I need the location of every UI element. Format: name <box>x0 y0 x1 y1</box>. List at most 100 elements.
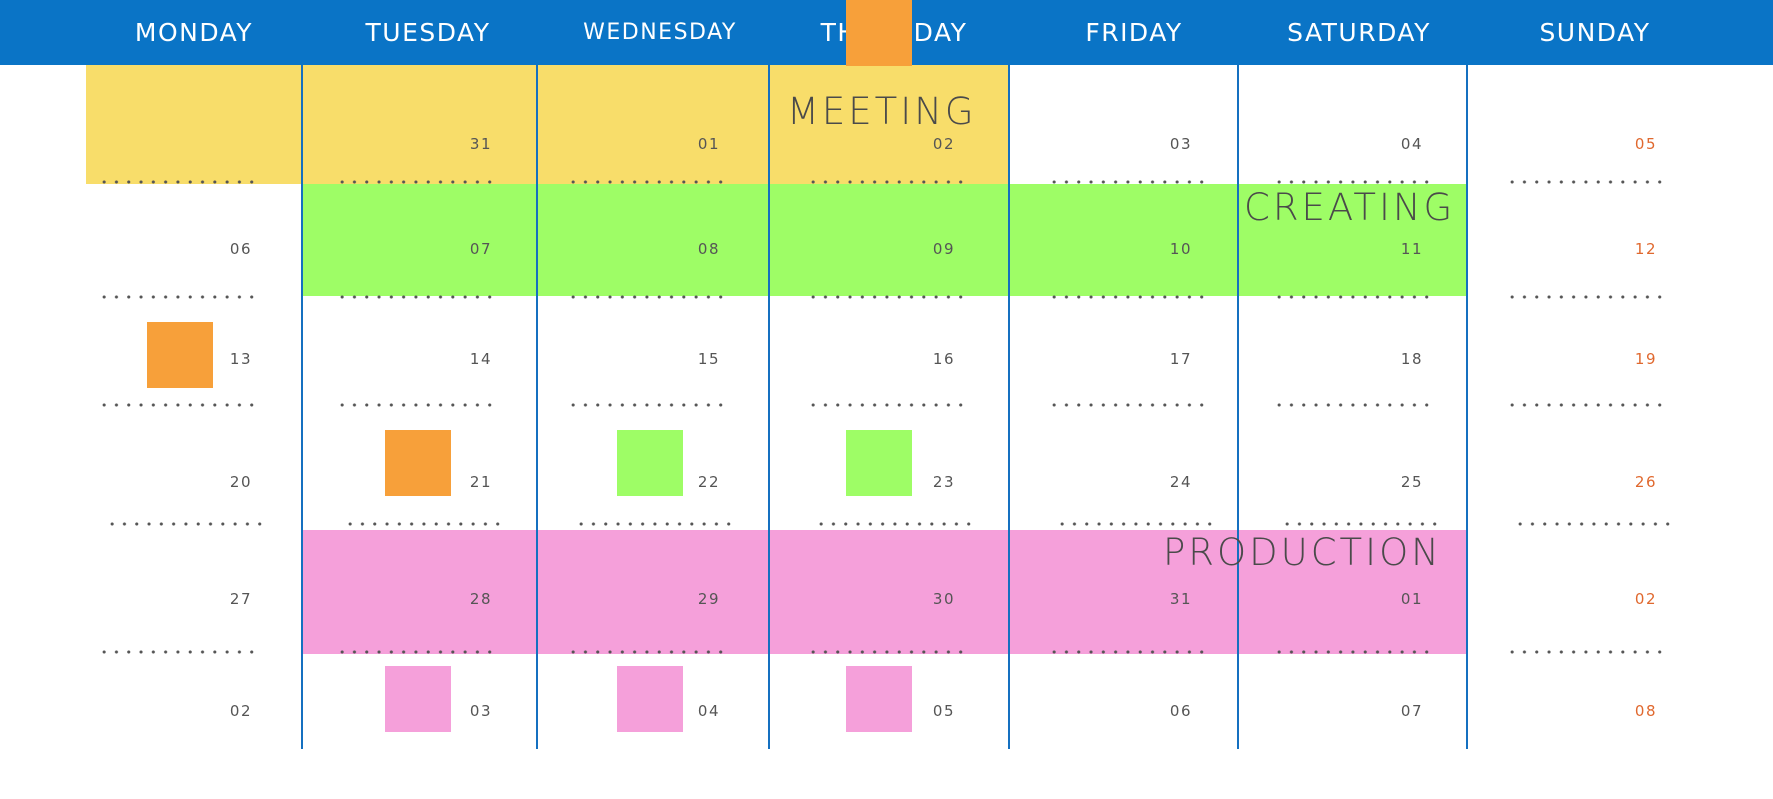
date-cell[interactable]: 28 <box>469 590 492 608</box>
date-cell[interactable]: 23 <box>932 473 955 491</box>
date-cell[interactable]: 07 <box>1400 702 1423 720</box>
dotted-separator <box>1048 648 1208 656</box>
dotted-separator <box>336 178 496 186</box>
pink-event-marker[interactable] <box>385 666 451 732</box>
date-cell[interactable]: 02 <box>229 702 252 720</box>
date-cell[interactable]: 10 <box>1169 240 1192 258</box>
production-band[interactable] <box>302 530 1467 654</box>
meeting-band[interactable] <box>86 65 1009 184</box>
date-cell[interactable]: 04 <box>697 702 720 720</box>
day-header-saturday: SATURDAY <box>1287 18 1431 47</box>
date-cell[interactable]: 02 <box>1634 590 1657 608</box>
date-cell[interactable]: 11 <box>1400 240 1423 258</box>
day-header-sunday: SUNDAY <box>1539 18 1651 47</box>
dotted-separator <box>336 648 496 656</box>
day-header-friday: FRIDAY <box>1085 18 1183 47</box>
date-cell[interactable]: 07 <box>469 240 492 258</box>
date-cell[interactable]: 05 <box>1634 135 1657 153</box>
date-cell[interactable]: 24 <box>1169 473 1192 491</box>
date-cell[interactable]: 12 <box>1634 240 1657 258</box>
dotted-separator <box>807 648 967 656</box>
date-cell[interactable]: 30 <box>932 590 955 608</box>
dotted-separator <box>1273 648 1433 656</box>
date-cell[interactable]: 31 <box>1169 590 1192 608</box>
dotted-separator <box>567 293 727 301</box>
date-cell[interactable]: 06 <box>229 240 252 258</box>
dotted-separator <box>567 401 727 409</box>
dotted-separator <box>106 520 266 528</box>
dotted-separator <box>98 401 258 409</box>
date-cell[interactable]: 15 <box>697 350 720 368</box>
dotted-separator <box>1273 401 1433 409</box>
pink-event-marker[interactable] <box>617 666 683 732</box>
dotted-separator <box>1056 520 1216 528</box>
dotted-separator <box>567 648 727 656</box>
dotted-separator <box>1048 178 1208 186</box>
column-divider <box>1008 65 1010 749</box>
orange-event-marker[interactable] <box>846 0 912 66</box>
date-cell[interactable]: 02 <box>932 135 955 153</box>
date-cell[interactable]: 01 <box>697 135 720 153</box>
date-cell[interactable]: 08 <box>1634 702 1657 720</box>
dotted-separator <box>1506 401 1666 409</box>
date-cell[interactable]: 19 <box>1634 350 1657 368</box>
dotted-separator <box>1514 520 1674 528</box>
creating-label: CREATING <box>1244 186 1456 229</box>
dotted-separator <box>1281 520 1441 528</box>
column-divider <box>1237 65 1239 749</box>
dotted-separator <box>807 293 967 301</box>
date-cell[interactable]: 16 <box>932 350 955 368</box>
column-divider <box>1466 65 1468 749</box>
dotted-separator <box>567 178 727 186</box>
column-divider <box>301 65 303 749</box>
date-cell[interactable]: 13 <box>229 350 252 368</box>
dotted-separator <box>336 401 496 409</box>
date-cell[interactable]: 26 <box>1634 473 1657 491</box>
date-cell[interactable]: 06 <box>1169 702 1192 720</box>
meeting-label: MEETING <box>787 90 977 133</box>
dotted-separator <box>1273 293 1433 301</box>
column-divider <box>768 65 770 749</box>
date-cell[interactable]: 04 <box>1400 135 1423 153</box>
orange-event-marker[interactable] <box>385 430 451 496</box>
day-header-tuesday: TUESDAY <box>365 18 491 47</box>
pink-event-marker[interactable] <box>846 666 912 732</box>
date-cell[interactable]: 09 <box>932 240 955 258</box>
day-header-monday: MONDAY <box>134 18 254 47</box>
dotted-separator <box>98 648 258 656</box>
date-cell[interactable]: 20 <box>229 473 252 491</box>
production-label: PRODUCTION <box>1163 531 1442 574</box>
date-cell[interactable]: 14 <box>469 350 492 368</box>
column-divider <box>536 65 538 749</box>
dotted-separator <box>1273 178 1433 186</box>
dotted-separator <box>1506 178 1666 186</box>
date-cell[interactable]: 08 <box>697 240 720 258</box>
dotted-separator <box>807 178 967 186</box>
creating-band[interactable] <box>302 184 1467 296</box>
date-cell[interactable]: 17 <box>1169 350 1192 368</box>
date-cell[interactable]: 18 <box>1400 350 1423 368</box>
date-cell[interactable]: 03 <box>1169 135 1192 153</box>
dotted-separator <box>1048 293 1208 301</box>
date-cell[interactable]: 27 <box>229 590 252 608</box>
date-cell[interactable]: 03 <box>469 702 492 720</box>
date-cell[interactable]: 01 <box>1400 590 1423 608</box>
dotted-separator <box>98 178 258 186</box>
dotted-separator <box>336 293 496 301</box>
dotted-separator <box>807 401 967 409</box>
green-event-marker[interactable] <box>617 430 683 496</box>
date-cell[interactable]: 25 <box>1400 473 1423 491</box>
dotted-separator <box>1506 293 1666 301</box>
dotted-separator <box>575 520 735 528</box>
orange-event-marker[interactable] <box>147 322 213 388</box>
date-cell[interactable]: 21 <box>469 473 492 491</box>
green-event-marker[interactable] <box>846 430 912 496</box>
dotted-separator <box>815 520 975 528</box>
date-cell[interactable]: 31 <box>469 135 492 153</box>
date-cell[interactable]: 22 <box>697 473 720 491</box>
dotted-separator <box>1506 648 1666 656</box>
date-cell[interactable]: 29 <box>697 590 720 608</box>
day-header-wednesday: WEDNESDAY <box>583 20 737 45</box>
date-cell[interactable]: 05 <box>932 702 955 720</box>
dotted-separator <box>1048 401 1208 409</box>
